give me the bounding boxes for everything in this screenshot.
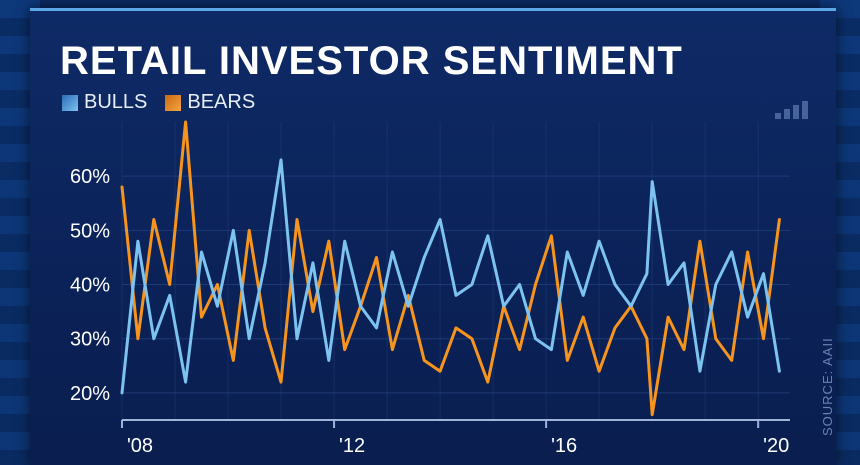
bears-swatch [165,94,182,111]
bulls-swatch [62,94,78,111]
series-line-bulls [120,158,781,395]
chart-panel: RETAIL INVESTOR SENTIMENT BULLS BEARS SO… [30,8,836,465]
x-tick-label: '12 [339,435,365,457]
legend-item-bears: BEARS [165,91,255,114]
legend-item-bulls: BULLS [62,91,147,114]
y-tick-label: 30% [70,329,110,351]
chart-legend: BULLS BEARS [62,91,255,114]
y-tick-label: 50% [70,220,110,242]
chart-title: RETAIL INVESTOR SENTIMENT [60,39,683,83]
legend-label-bears: BEARS [187,91,256,113]
x-tick-label: '16 [551,435,577,457]
series-line-bears [120,120,781,417]
x-tick-label: '08 [127,435,153,457]
y-tick-label: 20% [70,383,110,405]
y-tick-label: 60% [70,166,110,188]
legend-label-bulls: BULLS [84,91,148,113]
x-tick-label: '20 [763,435,789,457]
y-tick-label: 40% [70,275,110,297]
decorative-bars [775,101,808,119]
